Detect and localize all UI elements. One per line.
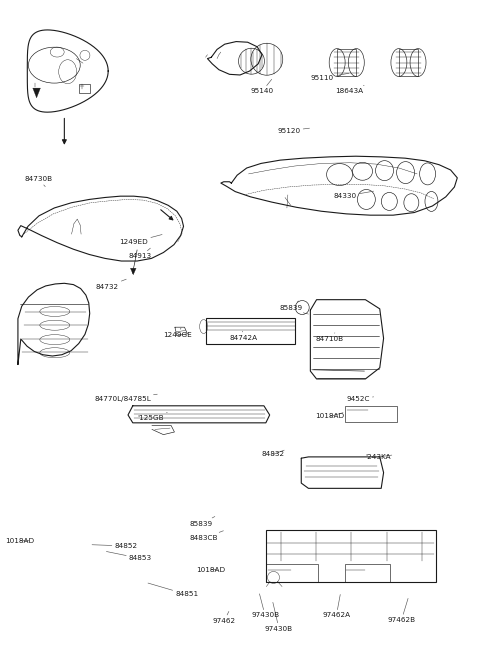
Text: 85839: 85839 — [279, 301, 302, 311]
Text: 97430B: 97430B — [251, 594, 279, 618]
Text: 1249GE: 1249GE — [163, 328, 192, 338]
Text: 9452C: 9452C — [346, 396, 373, 402]
Bar — [205, 318, 295, 344]
Text: 84832: 84832 — [262, 450, 285, 457]
Text: 95120: 95120 — [277, 127, 310, 133]
Bar — [337, 49, 356, 76]
Text: 8483CB: 8483CB — [190, 531, 223, 541]
Polygon shape — [131, 268, 136, 275]
Bar — [345, 564, 390, 582]
Bar — [345, 406, 397, 422]
Text: 18643A: 18643A — [335, 85, 364, 95]
Text: 95110: 95110 — [311, 74, 348, 81]
Text: 84853: 84853 — [107, 551, 152, 562]
Text: 84851: 84851 — [148, 583, 199, 597]
Text: 1018AD: 1018AD — [196, 566, 225, 573]
Text: 97430B: 97430B — [265, 602, 293, 631]
Bar — [266, 564, 318, 582]
Text: 95140: 95140 — [251, 79, 274, 95]
Bar — [399, 49, 418, 76]
Text: 1249ED: 1249ED — [120, 235, 162, 245]
Text: 84913: 84913 — [129, 248, 152, 260]
Text: 1018AD: 1018AD — [5, 537, 35, 544]
Text: 84770L/84785L: 84770L/84785L — [94, 394, 157, 402]
Text: 97462B: 97462B — [387, 599, 416, 623]
Text: 84852: 84852 — [92, 543, 138, 549]
Text: 84732: 84732 — [96, 279, 126, 290]
Text: 84330: 84330 — [333, 191, 373, 199]
Text: 84742A: 84742A — [229, 331, 258, 341]
Text: 84710B: 84710B — [316, 333, 344, 342]
Text: '243KA: '243KA — [365, 454, 392, 460]
Text: 97462: 97462 — [213, 612, 236, 623]
Polygon shape — [33, 88, 40, 98]
Bar — [79, 84, 90, 93]
Text: '125GB: '125GB — [137, 413, 167, 420]
Bar — [266, 530, 436, 582]
Text: 1018AD: 1018AD — [316, 413, 345, 419]
Text: 84730B: 84730B — [24, 176, 53, 187]
Text: 97462A: 97462A — [323, 595, 350, 618]
Text: 85839: 85839 — [190, 516, 215, 527]
